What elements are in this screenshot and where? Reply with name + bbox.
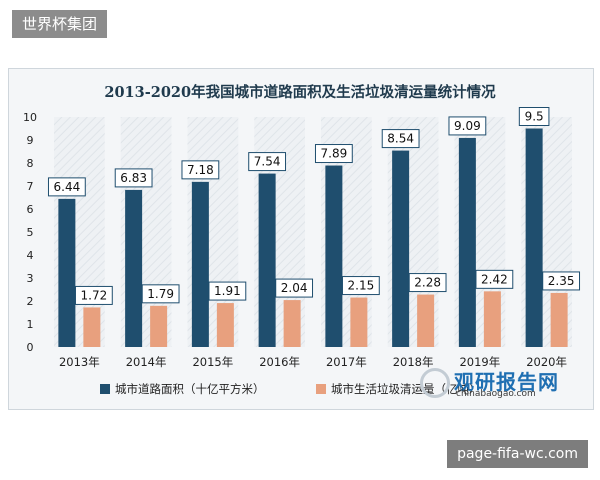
data-label: 2.35 (542, 271, 581, 291)
bar-series2 (150, 305, 168, 347)
x-tick-label: 2013年 (59, 355, 100, 369)
x-tick-label: 2019年 (459, 355, 500, 369)
data-label: 7.18 (181, 160, 220, 180)
data-label-box (181, 160, 220, 180)
chart-title: 2013-2020年我国城市道路面积及生活垃圾清运量统计情况 (104, 83, 496, 101)
y-tick-label: 3 (27, 272, 34, 285)
bar-series2 (283, 300, 301, 347)
data-label-box (542, 271, 581, 291)
data-label: 6.83 (114, 168, 153, 188)
data-label-text: 2.28 (414, 276, 441, 290)
bar-series1 (191, 181, 209, 347)
bar-series1 (58, 198, 76, 347)
logo-sub-text: chinabaogao.com (456, 389, 536, 399)
data-label: 2.04 (275, 278, 314, 298)
data-label-box (47, 177, 86, 197)
data-label: 2.28 (408, 273, 447, 293)
data-label-box (248, 152, 287, 172)
y-tick-label: 4 (27, 249, 34, 262)
data-label-box (141, 284, 180, 304)
data-label-text: 2.04 (281, 281, 308, 295)
bar-series1 (325, 165, 343, 347)
bar-series1 (458, 137, 476, 347)
bar-series2 (483, 291, 501, 347)
bar-series1 (125, 189, 143, 347)
x-tick-label: 2018年 (393, 355, 434, 369)
data-label-box (518, 107, 550, 126)
data-label-box (275, 278, 314, 298)
y-tick-label: 0 (27, 341, 34, 354)
data-label-text: 2.42 (481, 272, 508, 286)
data-label-box (114, 168, 153, 188)
data-label-box (208, 281, 247, 301)
watermark-top-left: 世界杯集团 (12, 10, 108, 38)
data-label-text: 7.18 (187, 163, 214, 177)
data-label-text: 1.91 (214, 284, 241, 298)
logo: 观研报告网 chinabaogao.com (416, 364, 586, 404)
data-label-text: 9.5 (525, 110, 544, 124)
y-tick-label: 2 (27, 295, 34, 308)
data-label: 9.09 (448, 116, 487, 136)
data-label: 1.79 (141, 284, 180, 304)
data-label: 6.44 (47, 177, 86, 197)
data-label-text: 1.79 (147, 287, 174, 301)
legend-swatch (316, 384, 326, 394)
bar-series2 (216, 303, 234, 347)
data-label: 2.15 (341, 276, 380, 296)
data-label: 1.72 (74, 285, 113, 305)
legend-swatch (100, 384, 110, 394)
x-tick-label: 2017年 (326, 355, 367, 369)
data-label-text: 2.35 (548, 274, 575, 288)
data-label-box (475, 269, 514, 289)
y-tick-label: 8 (27, 157, 34, 170)
x-tick-label: 2020年 (526, 355, 567, 369)
bar-series2 (83, 307, 101, 347)
data-label: 1.91 (208, 281, 247, 301)
y-tick-label: 6 (27, 203, 34, 216)
data-label-box (314, 144, 353, 164)
logo-main-text: 观研报告网 (454, 370, 559, 394)
data-label-box (448, 116, 487, 136)
data-label-text: 1.72 (81, 288, 108, 302)
bar-series1 (525, 128, 543, 347)
x-tick-label: 2014年 (126, 355, 167, 369)
data-label-text: 9.09 (454, 119, 481, 133)
bar-series2 (417, 294, 435, 347)
watermark-bottom-right: page-fifa-wc.com (447, 440, 588, 468)
data-label-text: 7.89 (321, 147, 348, 161)
data-label: 7.89 (314, 144, 353, 164)
y-tick-label: 7 (27, 180, 34, 193)
bar-series1 (258, 173, 276, 347)
y-tick-label: 10 (23, 111, 37, 124)
y-tick-label: 1 (27, 318, 34, 331)
data-label-box (381, 129, 420, 149)
y-tick-label: 5 (27, 226, 34, 239)
data-label: 7.54 (248, 152, 287, 172)
data-label-box (74, 285, 113, 305)
y-tick-label: 9 (27, 134, 34, 147)
data-label: 9.5 (518, 107, 550, 126)
data-label-text: 7.54 (254, 155, 281, 169)
bar-series2 (550, 292, 568, 347)
logo-mark-icon (420, 368, 450, 398)
data-label: 2.42 (475, 269, 514, 289)
data-label-text: 6.83 (120, 171, 147, 185)
data-label-box (408, 273, 447, 293)
bar-series2 (350, 297, 368, 347)
x-tick-label: 2015年 (192, 355, 233, 369)
data-label-text: 8.54 (387, 132, 414, 146)
x-tick-label: 2016年 (259, 355, 300, 369)
data-label: 8.54 (381, 129, 420, 149)
data-label-text: 2.15 (348, 279, 375, 293)
data-label-box (341, 276, 380, 296)
legend-label: 城市道路面积（十亿平方米） (115, 382, 265, 396)
bar-series1 (392, 150, 410, 347)
data-label-text: 6.44 (54, 180, 81, 194)
